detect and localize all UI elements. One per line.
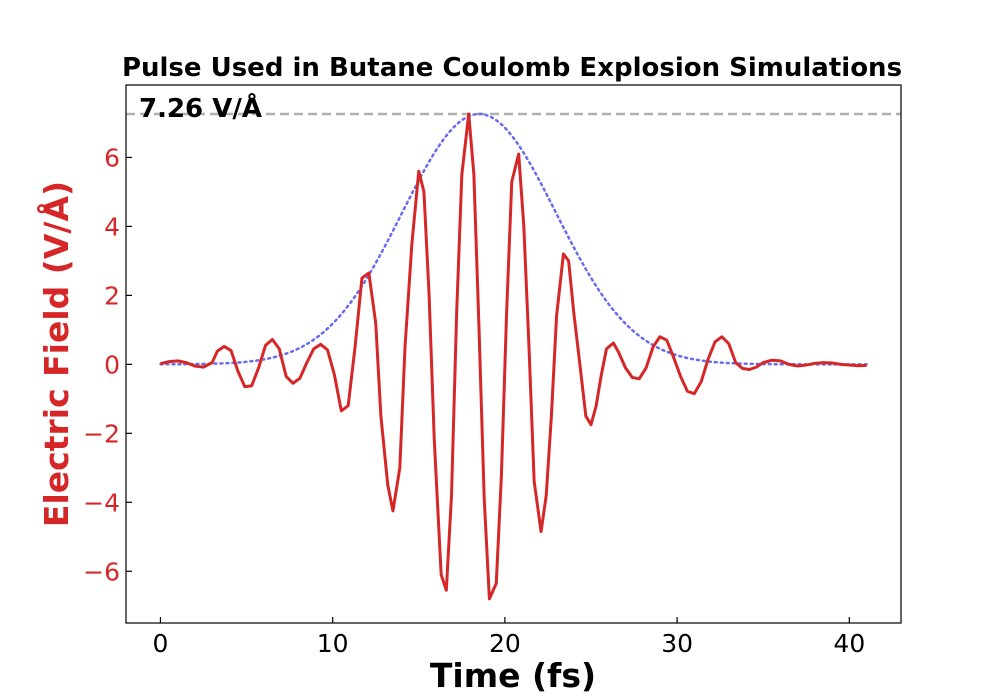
peak-label: 7.26 V/Å bbox=[139, 92, 262, 124]
y-tick-label: 4 bbox=[104, 212, 120, 241]
x-tick-label: 10 bbox=[317, 629, 349, 658]
envelope-series-line bbox=[159, 112, 868, 366]
x-tick-label: 30 bbox=[661, 629, 693, 658]
chart-title: Pulse Used in Butane Coulomb Explosion S… bbox=[122, 53, 902, 83]
x-tick-label: 40 bbox=[833, 629, 865, 658]
y-tick-label: −2 bbox=[83, 419, 120, 448]
electric-field-series-line bbox=[160, 112, 867, 601]
x-tick-label: 0 bbox=[152, 629, 168, 658]
plot-area bbox=[126, 112, 901, 601]
y-tick-label: 2 bbox=[104, 281, 120, 310]
x-axis-label: Time (fs) bbox=[430, 656, 596, 695]
y-tick-label: 0 bbox=[104, 350, 120, 379]
x-axis: 0 10 20 30 40 bbox=[152, 617, 865, 658]
y-tick-label: −4 bbox=[83, 488, 120, 517]
axes-frame bbox=[125, 84, 902, 624]
x-tick-label: 20 bbox=[489, 629, 521, 658]
y-tick-label: 6 bbox=[104, 143, 120, 172]
y-tick-label: −6 bbox=[83, 557, 120, 586]
y-axis: −6 −4 −2 0 2 4 6 bbox=[83, 143, 132, 586]
y-axis-label: Electric Field (V/Å) bbox=[36, 181, 76, 527]
